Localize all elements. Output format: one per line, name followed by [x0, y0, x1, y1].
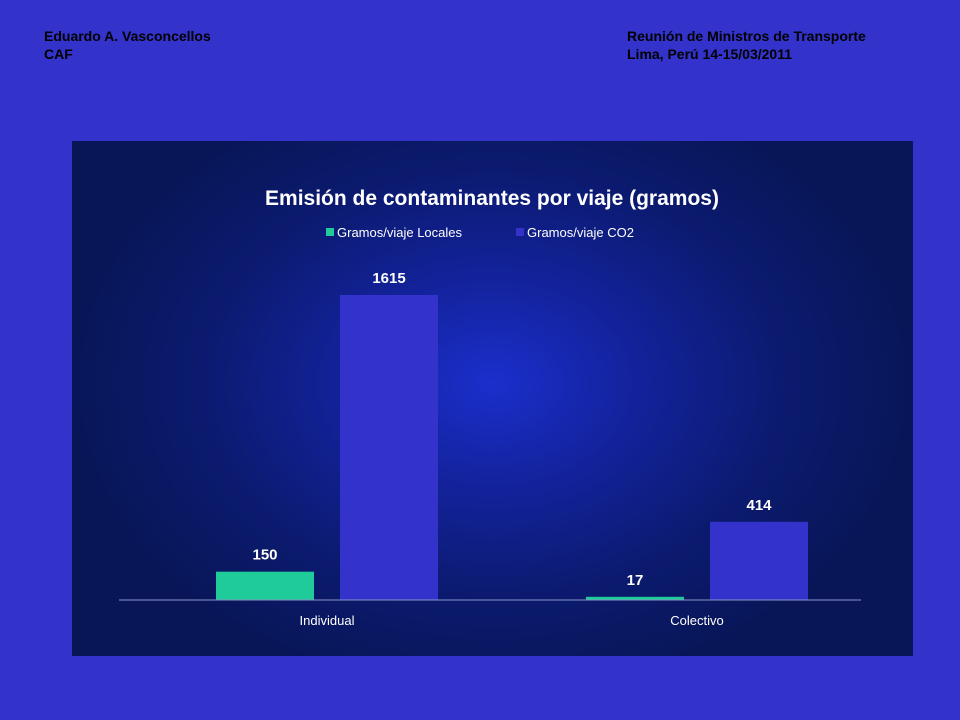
- legend-swatch-1: [516, 228, 524, 236]
- chart-title: Emisión de contaminantes por viaje (gram…: [265, 187, 719, 210]
- data-label-colectivo-0: 17: [627, 572, 644, 589]
- chart-panel: Emisión de contaminantes por viaje (gram…: [72, 141, 913, 656]
- bar-individual-1: [340, 295, 438, 600]
- header-left: Eduardo A. Vasconcellos CAF: [44, 27, 211, 63]
- event-location-date: Lima, Perú 14-15/03/2011: [627, 46, 792, 62]
- organization: CAF: [44, 46, 73, 62]
- bar-chart: Emisión de contaminantes por viaje (gram…: [119, 187, 861, 628]
- data-label-individual-0: 150: [252, 547, 277, 564]
- author-name: Eduardo A. Vasconcellos: [44, 28, 211, 44]
- bar-colectivo-0: [586, 596, 684, 600]
- x-axis-labels: Individual Colectivo: [300, 613, 724, 628]
- bar-individual-0: [216, 571, 314, 600]
- event-name: Reunión de Ministros de Transporte: [627, 28, 866, 44]
- legend-label-0: Gramos/viaje Locales: [337, 225, 462, 240]
- category-label-0: Individual: [300, 613, 355, 628]
- header-right: Reunión de Ministros de Transporte Lima,…: [627, 27, 866, 63]
- bar-colectivo-1: [710, 521, 808, 600]
- data-label-colectivo-1: 414: [746, 497, 772, 514]
- category-label-1: Colectivo: [670, 613, 723, 628]
- legend-label-1: Gramos/viaje CO2: [527, 225, 634, 240]
- legend-swatch-0: [326, 228, 334, 236]
- data-label-individual-1: 1615: [372, 270, 405, 287]
- chart-bars: 150 1615 17 414: [216, 270, 808, 600]
- chart-legend: Gramos/viaje Locales Gramos/viaje CO2: [326, 225, 634, 240]
